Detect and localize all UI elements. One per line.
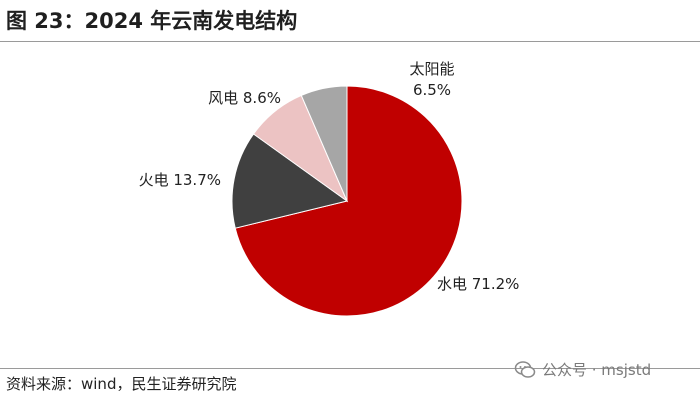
pie-slice-1 (231, 133, 349, 229)
slice-label-2: 风电 8.6% (208, 89, 281, 107)
watermark-text: 公众号 · msjstd (542, 361, 652, 379)
slice-label-3: 太阳能 (409, 60, 454, 78)
wechat-icon (514, 360, 536, 378)
watermark: 公众号 · msjstd (514, 359, 651, 380)
pie-slice-0 (234, 85, 463, 317)
slice-value-3: 6.5% (413, 81, 451, 99)
pie-slices (231, 85, 463, 317)
footer-divider (0, 368, 700, 369)
source-note: 资料来源：wind，民生证券研究院 (6, 375, 237, 393)
chart-title: 图 23：2024 年云南发电结构 (6, 9, 298, 33)
pie-labels: 水电 71.2% 火电 13.7% 风电 8.6% 太阳能 6.5% (139, 60, 520, 293)
title-divider (0, 41, 700, 42)
pie-slice-3 (300, 85, 348, 202)
slice-label-1: 火电 13.7% (139, 171, 221, 189)
slice-label-0: 水电 71.2% (437, 275, 519, 293)
